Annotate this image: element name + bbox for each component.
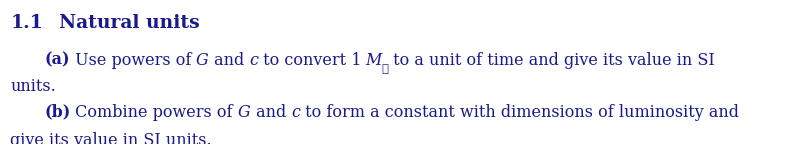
Text: c: c [249, 52, 258, 69]
Text: to convert 1: to convert 1 [258, 52, 365, 69]
Text: Combine powers of: Combine powers of [70, 104, 238, 121]
Text: to form a constant with dimensions of luminosity and: to form a constant with dimensions of lu… [300, 104, 739, 121]
Text: and: and [251, 104, 291, 121]
Text: give its value in SI units.: give its value in SI units. [10, 132, 212, 144]
Text: G: G [196, 52, 209, 69]
Text: G: G [238, 104, 251, 121]
Text: M: M [365, 52, 381, 69]
Text: units.: units. [10, 78, 56, 95]
Text: Use powers of: Use powers of [70, 52, 196, 69]
Text: Natural units: Natural units [59, 14, 199, 32]
Text: to a unit of time and give its value in SI: to a unit of time and give its value in … [388, 52, 715, 69]
Text: ☉: ☉ [381, 64, 388, 74]
Text: c: c [291, 104, 300, 121]
Text: (a): (a) [44, 52, 70, 69]
Text: and: and [209, 52, 249, 69]
Text: (b): (b) [44, 104, 70, 121]
Text: 1.1: 1.1 [10, 14, 43, 32]
